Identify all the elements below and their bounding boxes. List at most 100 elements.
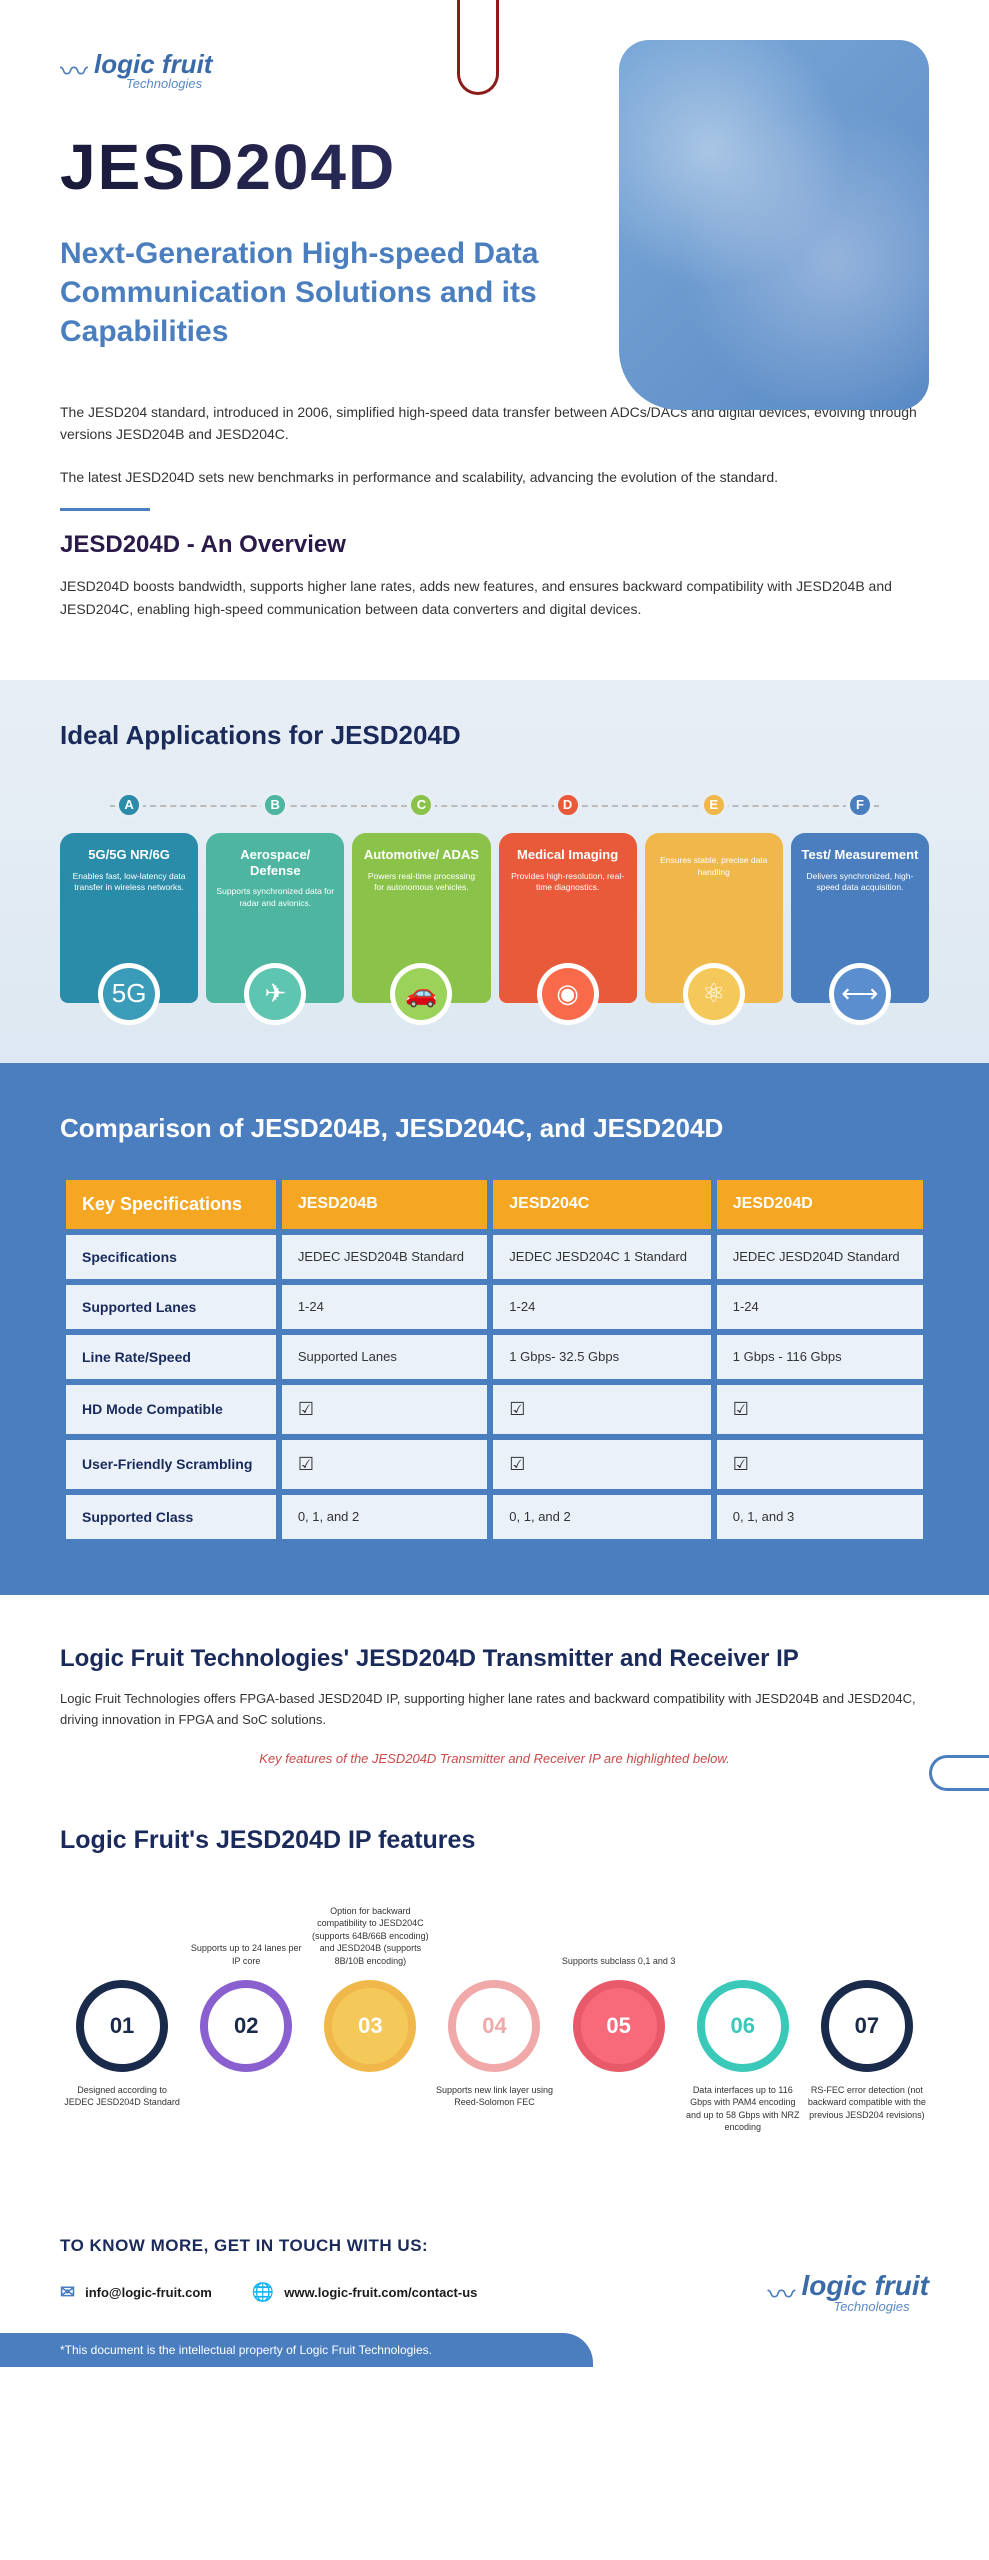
app-letter: B bbox=[261, 791, 289, 819]
table-cell: 1 Gbps- 32.5 Gbps bbox=[493, 1335, 710, 1379]
application-card: B Aerospace/ Defense Supports synchroniz… bbox=[206, 791, 344, 1003]
app-letter: F bbox=[846, 791, 874, 819]
feature-item: Designed according to JEDEC JESD204D Sta… bbox=[60, 1908, 184, 2144]
table-row: HD Mode Compatible☑☑☑ bbox=[66, 1385, 923, 1434]
table-cell: Supported Lanes bbox=[282, 1335, 487, 1379]
table-row: Supported Class0, 1, and 20, 1, and 20, … bbox=[66, 1495, 923, 1539]
feature-item: Supports new link layer using Reed-Solom… bbox=[432, 1908, 556, 2144]
app-letter: C bbox=[407, 791, 435, 819]
table-cell: ☑ bbox=[282, 1385, 487, 1434]
transmitter-title: Logic Fruit Technologies' JESD204D Trans… bbox=[60, 1645, 929, 1673]
table-cell: 0, 1, and 2 bbox=[493, 1495, 710, 1539]
feature-number: 07 bbox=[821, 1980, 913, 2072]
table-header: JESD204D bbox=[717, 1180, 923, 1229]
feature-text: RS-FEC error detection (not backward com… bbox=[807, 2084, 927, 2144]
app-icon: ◉ bbox=[542, 968, 594, 1020]
transmitter-highlight: Key features of the JESD204D Transmitter… bbox=[60, 1751, 929, 1766]
app-icon-wrap: ◉ bbox=[537, 963, 599, 1025]
table-cell: 0, 1, and 2 bbox=[282, 1495, 487, 1539]
applications-row: A 5G/5G NR/6G Enables fast, low-latency … bbox=[60, 791, 929, 1003]
table-header: Key Specifications bbox=[66, 1180, 276, 1229]
email-text: info@logic-fruit.com bbox=[85, 2285, 212, 2300]
app-desc: Delivers synchronized, high-speed data a… bbox=[801, 871, 919, 895]
app-name: Aerospace/ Defense bbox=[216, 847, 334, 878]
table-cell: 1-24 bbox=[282, 1285, 487, 1329]
table-cell: User-Friendly Scrambling bbox=[66, 1440, 276, 1489]
app-desc: Enables fast, low-latency data transfer … bbox=[70, 871, 188, 895]
logo-wave-icon: 〰 bbox=[60, 50, 88, 90]
feature-number: 04 bbox=[448, 1980, 540, 2072]
hero-image bbox=[619, 40, 929, 410]
app-letter: D bbox=[554, 791, 582, 819]
table-row: SpecificationsJEDEC JESD204B StandardJED… bbox=[66, 1235, 923, 1279]
application-card: A 5G/5G NR/6G Enables fast, low-latency … bbox=[60, 791, 198, 1003]
app-name: Test/ Measurement bbox=[801, 847, 919, 863]
globe-icon: 🌐 bbox=[252, 2282, 274, 2303]
table-cell: Supported Class bbox=[66, 1495, 276, 1539]
overview-body: JESD204D boosts bandwidth, supports high… bbox=[60, 575, 929, 620]
app-body: 5G/5G NR/6G Enables fast, low-latency da… bbox=[60, 833, 198, 1003]
table-cell: JEDEC JESD204B Standard bbox=[282, 1235, 487, 1279]
url-text: www.logic-fruit.com/contact-us bbox=[284, 2285, 477, 2300]
app-icon-wrap: 5G bbox=[98, 963, 160, 1025]
footer-disclaimer: *This document is the intellectual prope… bbox=[0, 2333, 593, 2367]
check-icon: ☑ bbox=[509, 1454, 525, 1474]
app-name: Medical Imaging bbox=[509, 847, 627, 863]
app-name: Automotive/ ADAS bbox=[362, 847, 480, 863]
table-cell: Specifications bbox=[66, 1235, 276, 1279]
table-row: Supported Lanes1-241-241-24 bbox=[66, 1285, 923, 1329]
app-icon: 5G bbox=[103, 968, 155, 1020]
features-section: Logic Fruit's JESD204D IP features Desig… bbox=[0, 1796, 989, 2207]
mail-icon: ✉ bbox=[60, 2282, 75, 2303]
footer-title: TO KNOW MORE, GET IN TOUCH WITH US: bbox=[60, 2236, 929, 2256]
table-cell: JEDEC JESD204D Standard bbox=[717, 1235, 923, 1279]
feature-text: Supports subclass 0,1 and 3 bbox=[562, 1908, 676, 1968]
feature-item: Option for backward compatibility to JES… bbox=[308, 1905, 432, 2147]
divider bbox=[60, 508, 150, 511]
transmitter-desc: Logic Fruit Technologies offers FPGA-bas… bbox=[60, 1689, 929, 1731]
application-card: E Ensures stable, precise data handling … bbox=[645, 791, 783, 1003]
table-row: Line Rate/SpeedSupported Lanes1 Gbps- 32… bbox=[66, 1335, 923, 1379]
app-letter: A bbox=[115, 791, 143, 819]
check-icon: ☑ bbox=[298, 1399, 314, 1419]
app-body: Medical Imaging Provides high-resolution… bbox=[499, 833, 637, 1003]
app-icon: ✈ bbox=[249, 968, 301, 1020]
contact-website[interactable]: 🌐 www.logic-fruit.com/contact-us bbox=[252, 2282, 478, 2303]
feature-text: Supports new link layer using Reed-Solom… bbox=[434, 2084, 554, 2144]
feature-text: Designed according to JEDEC JESD204D Sta… bbox=[62, 2084, 182, 2144]
features-row: Designed according to JEDEC JESD204D Sta… bbox=[60, 1905, 929, 2147]
feature-text: Option for backward compatibility to JES… bbox=[310, 1905, 430, 1968]
logo-wave-icon: 〰 bbox=[767, 2273, 795, 2313]
table-cell: JEDEC JESD204C 1 Standard bbox=[493, 1235, 710, 1279]
table-row: User-Friendly Scrambling ☑ ☑ ☑ bbox=[66, 1440, 923, 1489]
table-cell: ☑ bbox=[282, 1440, 487, 1489]
table-cell: 1-24 bbox=[493, 1285, 710, 1329]
table-cell: 1 Gbps - 116 Gbps bbox=[717, 1335, 923, 1379]
app-icon-wrap: ⟷ bbox=[829, 963, 891, 1025]
comparison-section: Comparison of JESD204B, JESD204C, and JE… bbox=[0, 1063, 989, 1595]
pill-decoration bbox=[929, 1755, 989, 1791]
app-icon-wrap: ⚛ bbox=[683, 963, 745, 1025]
feature-item: Data interfaces up to 116 Gbps with PAM4… bbox=[681, 1908, 805, 2144]
transmitter-section: Logic Fruit Technologies' JESD204D Trans… bbox=[0, 1595, 989, 1796]
feature-number: 05 bbox=[573, 1980, 665, 2072]
footer-logo: 〰 logic fruit Technologies bbox=[767, 2272, 929, 2313]
contact-email[interactable]: ✉ info@logic-fruit.com bbox=[60, 2282, 212, 2303]
feature-text: Supports up to 24 lanes per IP core bbox=[186, 1908, 306, 1968]
feature-number: 06 bbox=[697, 1980, 789, 2072]
feature-item: Supports subclass 0,1 and 3 05 Supports … bbox=[557, 1908, 681, 2144]
applications-section: Ideal Applications for JESD204D A 5G/5G … bbox=[0, 680, 989, 1063]
app-icon: ⟷ bbox=[834, 968, 886, 1020]
check-icon: ☑ bbox=[298, 1454, 314, 1474]
overview-title: JESD204D - An Overview bbox=[60, 531, 929, 559]
table-cell: ☑ bbox=[717, 1440, 923, 1489]
app-desc: Supports synchronized data for radar and… bbox=[216, 886, 334, 910]
application-card: D Medical Imaging Provides high-resoluti… bbox=[499, 791, 637, 1003]
comparison-table: Key SpecificationsJESD204BJESD204CJESD20… bbox=[60, 1174, 929, 1545]
application-card: C Automotive/ ADAS Powers real-time proc… bbox=[352, 791, 490, 1003]
table-header: JESD204C bbox=[493, 1180, 710, 1229]
app-icon-wrap: ✈ bbox=[244, 963, 306, 1025]
features-title: Logic Fruit's JESD204D IP features bbox=[60, 1826, 929, 1855]
header: 〰 logic fruit Technologies JESD204D Next… bbox=[0, 0, 989, 371]
app-desc: Ensures stable, precise data handling bbox=[655, 855, 773, 879]
